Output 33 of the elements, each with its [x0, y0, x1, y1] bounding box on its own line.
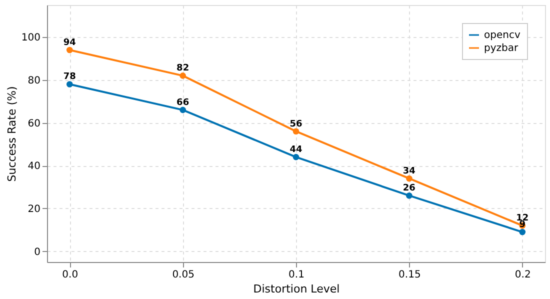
legend-label: opencv	[484, 30, 520, 41]
point	[292, 154, 300, 160]
y-tick-label: 40	[28, 161, 40, 172]
point	[519, 228, 526, 236]
data-label: 34	[402, 166, 416, 176]
data-label: 78	[63, 72, 76, 82]
y-tick-label: 0	[34, 246, 40, 258]
y-tick-label: 80	[28, 75, 40, 86]
x-tick-label: 0.0	[62, 270, 78, 280]
x-tick-label: 0.05	[172, 270, 194, 280]
point	[292, 128, 300, 135]
x-tick-label: 0.15	[398, 270, 421, 280]
legend-label: pyzbar	[484, 43, 519, 54]
data-label: 56	[290, 119, 302, 130]
data-label: 66	[176, 98, 190, 108]
point	[66, 81, 73, 88]
data-label: 9	[519, 220, 526, 230]
data-label: 94	[63, 38, 76, 48]
data-label: 82	[176, 64, 190, 74]
point	[180, 72, 186, 79]
x-axis-title: Distortion Level	[253, 282, 340, 296]
point	[180, 106, 186, 114]
x-tick-label: 0.2	[514, 270, 531, 280]
point	[406, 175, 412, 182]
y-tick-label: 20	[28, 204, 40, 215]
point	[66, 46, 73, 54]
y-tick-label: 60	[28, 118, 40, 130]
y-tick-label: 100	[21, 32, 40, 44]
data-label: 26	[402, 184, 416, 194]
data-label: 44	[290, 145, 302, 156]
y-axis-title: Success Rate (%)	[5, 86, 18, 182]
x-tick-label: 0.1	[288, 270, 304, 280]
point	[406, 192, 412, 199]
